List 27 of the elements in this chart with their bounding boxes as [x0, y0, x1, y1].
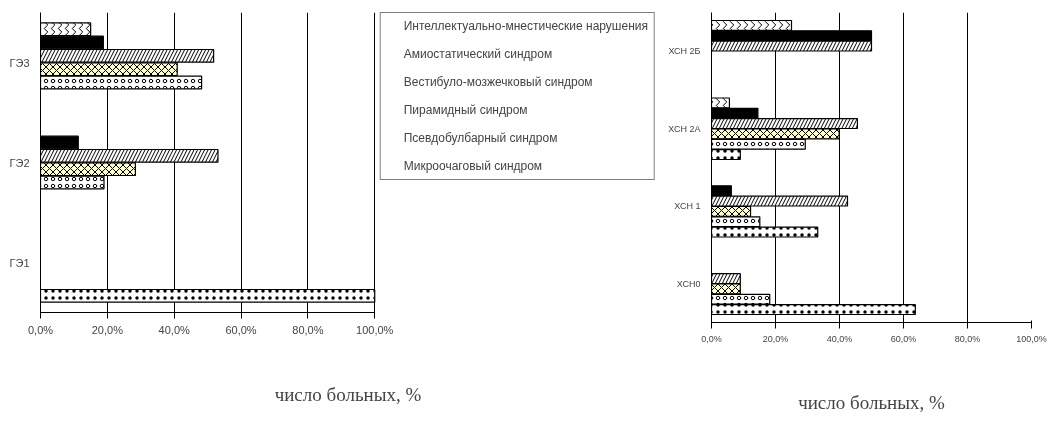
x-tick-label: 20,0% [91, 323, 124, 336]
text: Интеллектуально-мнестические нарушения [403, 19, 648, 33]
y-tick-label: ХСН0 [676, 278, 701, 289]
x-axis-title: число больных, % [798, 391, 946, 413]
x-tick-label: 100,0% [356, 323, 394, 336]
x-tick-label: 40,0% [826, 333, 853, 344]
y-tick-label: ХСН 2А [668, 123, 701, 134]
y-tick-label: ХСН 2Б [668, 46, 701, 57]
x-axis-title: число больных, % [274, 383, 422, 405]
y-tick-label: ГЭ2 [9, 156, 30, 169]
x-tick-label: 20,0% [762, 333, 789, 344]
text: Псевдобулбарный синдром [403, 131, 558, 145]
x-tick-label: 100,0% [1016, 333, 1047, 344]
y-tick-label: ХСН 1 [674, 201, 701, 212]
text: Пирамидный синдром [403, 103, 528, 117]
text: Микроочаговый синдром [403, 159, 543, 173]
x-tick-label: 60,0% [225, 323, 257, 336]
x-tick-label: 60,0% [890, 333, 917, 344]
x-tick-label: 0,0% [701, 333, 722, 344]
text: Вестибуло-мозжечковый синдром [403, 75, 593, 89]
x-tick-label: 40,0% [158, 323, 191, 336]
y-tick-label: ГЭ1 [9, 256, 30, 269]
x-tick-label: 80,0% [292, 323, 324, 336]
x-tick-label: 0,0% [27, 323, 54, 336]
text: Амиостатический синдром [403, 47, 553, 61]
x-tick-label: 80,0% [954, 333, 981, 344]
y-tick-label: ГЭ3 [9, 56, 30, 69]
